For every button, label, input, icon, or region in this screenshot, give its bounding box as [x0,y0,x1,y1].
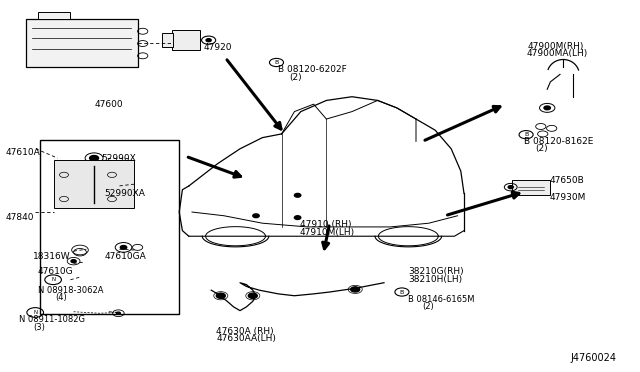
Text: N 08918-3062A: N 08918-3062A [38,286,104,295]
Bar [512,180,550,195]
Circle shape [544,106,550,110]
Text: B: B [524,132,528,137]
Text: N: N [33,310,37,315]
Text: (4): (4) [55,293,67,302]
Text: 38210H(LH): 38210H(LH) [408,275,463,283]
Text: B 08120-8162E: B 08120-8162E [524,137,593,146]
Text: B 08120-6202F: B 08120-6202F [278,65,347,74]
Text: N 08911-1082G: N 08911-1082G [19,315,85,324]
Circle shape [206,39,211,42]
Text: 47900M(RH): 47900M(RH) [528,42,584,51]
Text: 47930M: 47930M [549,193,586,202]
Text: (2): (2) [289,73,302,82]
Circle shape [116,312,120,314]
Circle shape [253,214,259,218]
Bar [38,12,70,19]
Circle shape [216,293,225,298]
Bar [40,140,179,314]
Circle shape [248,293,257,298]
Text: 47910M(LH): 47910M(LH) [300,228,355,237]
Circle shape [120,246,127,249]
Circle shape [71,260,76,263]
Bar [172,30,200,50]
Text: 47610A: 47610A [5,148,40,157]
Text: 38210G(RH): 38210G(RH) [408,267,464,276]
Text: (3): (3) [33,323,45,332]
Text: 47630AA(LH): 47630AA(LH) [216,334,276,343]
Text: 52990X: 52990X [101,154,136,163]
Bar [26,19,138,67]
Text: 18316W: 18316W [33,252,71,261]
Text: 47600: 47600 [95,100,124,109]
Text: (2): (2) [535,144,548,153]
Text: 47920: 47920 [204,43,232,52]
Circle shape [294,193,301,197]
Text: B 08146-6165M: B 08146-6165M [408,295,475,304]
Text: 47650B: 47650B [549,176,584,185]
Text: 47610GA: 47610GA [104,252,146,261]
Text: 47910 (RH): 47910 (RH) [300,220,351,229]
Text: B: B [400,289,404,295]
Circle shape [351,287,360,292]
Text: N: N [51,277,55,282]
Text: 52990XA: 52990XA [104,189,145,198]
Text: B: B [275,60,278,65]
Text: J4760024: J4760024 [571,353,617,363]
Circle shape [508,186,513,189]
Text: 47610G: 47610G [37,267,73,276]
Text: (2): (2) [422,302,434,311]
Bar [162,33,173,46]
Circle shape [90,155,99,161]
Circle shape [294,216,301,219]
Text: 47840: 47840 [5,213,34,222]
Bar [54,160,134,208]
Text: 47630A (RH): 47630A (RH) [216,327,274,336]
Text: 47900MA(LH): 47900MA(LH) [526,49,588,58]
